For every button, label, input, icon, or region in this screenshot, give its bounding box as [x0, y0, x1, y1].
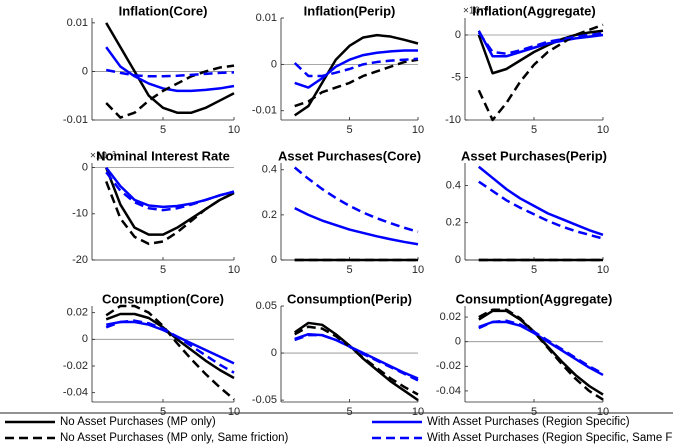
x-tick-label: 10 — [597, 124, 609, 136]
y-tick-label: 0 — [271, 254, 277, 266]
y-tick-label: 0 — [82, 162, 88, 174]
subplot-title: Consumption(Core) — [102, 291, 224, 306]
y-tick-label: -10 — [72, 208, 88, 220]
series-line — [477, 31, 604, 55]
y-tick-label: -0.04 — [63, 387, 88, 399]
x-tick-label: 10 — [228, 264, 240, 276]
y-tick-label: 0.05 — [256, 300, 277, 312]
x-tick-label: 10 — [597, 264, 609, 276]
y-tick-label: -0.05 — [252, 394, 277, 406]
y-tick-label: 0 — [82, 65, 88, 77]
y-tick-label: -5 — [451, 71, 461, 83]
y-multiplier: ×10⁻³ — [90, 151, 116, 162]
legend-label: No Asset Purchases (MP only) — [60, 416, 216, 428]
series-line — [294, 325, 419, 396]
series-line — [294, 206, 419, 246]
series-line — [293, 33, 419, 117]
y-multiplier: ×10⁻³ — [463, 6, 489, 17]
subplot-title: Asset Purchases(Core) — [278, 148, 421, 163]
series-line — [293, 166, 419, 234]
x-tick-label: 10 — [597, 406, 609, 418]
y-tick-label: 0 — [455, 254, 461, 266]
y-tick-label: 0 — [455, 336, 461, 348]
series-line — [477, 30, 604, 58]
x-tick-label: 5 — [160, 406, 166, 418]
series-line — [294, 49, 418, 89]
x-tick-label: 10 — [412, 264, 424, 276]
x-tick-label: 5 — [346, 406, 352, 418]
series-line — [105, 68, 235, 78]
legend-label: No Asset Purchases (MP only, Same fricti… — [60, 432, 289, 444]
y-tick-label: 0 — [455, 29, 461, 41]
y-tick-label: -0.02 — [436, 360, 461, 372]
subplot-title: Inflation(Core) — [119, 3, 208, 18]
y-tick-label: 0.2 — [446, 217, 461, 229]
x-tick-label: 5 — [346, 264, 352, 276]
x-tick-label: 5 — [531, 124, 537, 136]
series-line — [105, 171, 235, 212]
subplot-title: Consumption(Perip) — [287, 291, 412, 306]
legend-label: With Asset Purchases (Region Specific) — [427, 416, 630, 428]
x-tick-label: 10 — [228, 406, 240, 418]
y-tick-label: 0.02 — [440, 311, 461, 323]
subplot-title: Inflation(Aggregate) — [472, 3, 596, 18]
x-tick-label: 5 — [531, 264, 537, 276]
series-line — [105, 22, 235, 114]
y-tick-label: 0.01 — [67, 17, 88, 29]
y-tick-label: -0.02 — [63, 360, 88, 372]
x-tick-label: 5 — [160, 124, 166, 136]
y-tick-label: 0.01 — [256, 12, 277, 24]
series-line — [478, 180, 604, 240]
subplot-title: Inflation(Perip) — [304, 3, 396, 18]
y-tick-label: -0.04 — [436, 385, 461, 397]
series-line — [105, 46, 235, 93]
series-line — [478, 319, 604, 375]
y-tick-label: -0.01 — [252, 105, 277, 117]
series-line — [478, 308, 604, 401]
x-tick-label: 5 — [346, 124, 352, 136]
y-tick-label: -10 — [445, 114, 461, 126]
y-tick-label: -20 — [72, 254, 88, 266]
series-line — [105, 166, 235, 209]
series-line — [105, 319, 235, 374]
y-tick-label: 0 — [82, 333, 88, 345]
y-tick-label: 0 — [271, 347, 277, 359]
y-tick-label: 0.02 — [67, 307, 88, 319]
series-line — [478, 165, 604, 237]
legend-label: With Asset Purchases (Region Specific, S… — [427, 432, 673, 444]
y-tick-label: 0.4 — [262, 164, 277, 176]
series-line — [105, 181, 235, 246]
x-tick-label: 10 — [412, 124, 424, 136]
x-tick-label: 10 — [412, 406, 424, 418]
series-line — [294, 58, 419, 108]
x-tick-label: 5 — [531, 406, 537, 418]
series-line — [477, 23, 604, 122]
subplot-title: Nominal Interest Rate — [96, 148, 230, 163]
y-tick-label: -0.01 — [63, 114, 88, 126]
y-tick-label: 0.4 — [446, 179, 461, 191]
subplot-title: Consumption(Aggregate) — [456, 291, 613, 306]
y-tick-label: 0.2 — [262, 209, 277, 221]
series-line — [294, 333, 419, 382]
y-tick-label: 0 — [271, 58, 277, 70]
x-tick-label: 10 — [228, 124, 240, 136]
x-tick-label: 5 — [160, 264, 166, 276]
subplot-title: Asset Purchases(Perip) — [461, 148, 607, 163]
series-line — [105, 304, 235, 401]
